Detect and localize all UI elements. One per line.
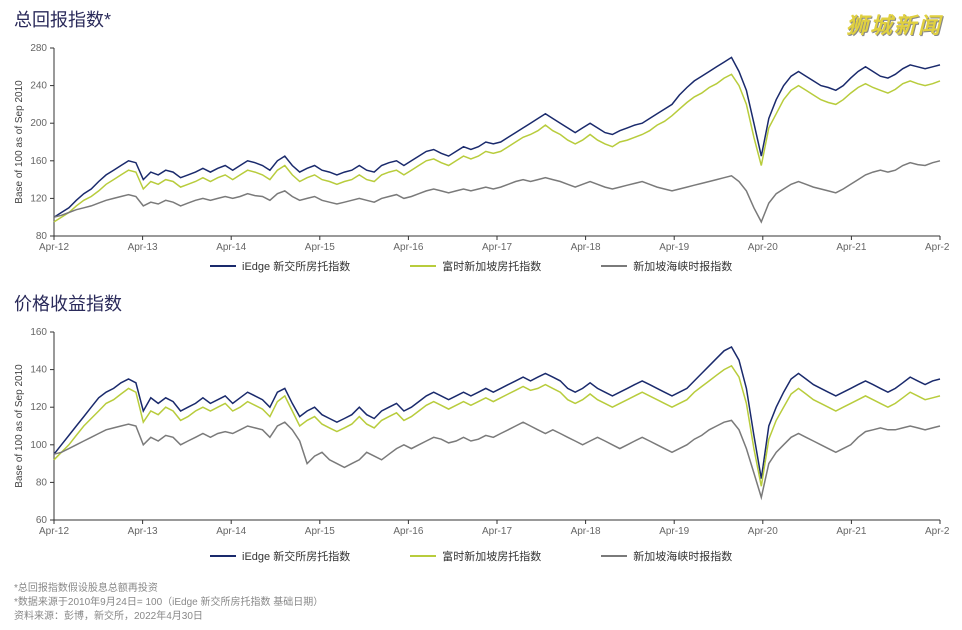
svg-text:Apr-15: Apr-15 — [305, 526, 335, 537]
svg-text:Apr-18: Apr-18 — [571, 242, 601, 253]
svg-text:Apr-17: Apr-17 — [482, 526, 512, 537]
svg-text:Apr-13: Apr-13 — [128, 242, 158, 253]
legend-swatch-2b — [410, 555, 436, 558]
footnotes: *总回报指数假设股息总额再投资 *数据来源于2010年9月24日= 100（iE… — [14, 582, 323, 624]
chart1-svg: 80 120 160 200 240 280 Apr-12 Apr-13 Apr-14 Apr-1… — [10, 38, 950, 258]
svg-text:160: 160 — [30, 327, 47, 338]
svg-text:200: 200 — [30, 118, 47, 129]
chart2-title: 价格收益指数 — [14, 290, 122, 316]
svg-text:240: 240 — [30, 81, 47, 92]
svg-text:Apr-19: Apr-19 — [659, 242, 689, 253]
svg-text:80: 80 — [36, 231, 48, 242]
legend-label-1: iEdge 新交所房托指数 — [242, 258, 350, 274]
legend-label-3b: 新加坡海峡时报指数 — [633, 548, 732, 564]
legend-item-2: 富时新加坡房托指数 — [410, 258, 541, 274]
chart1-title: 总回报指数* — [14, 6, 111, 32]
svg-text:120: 120 — [30, 402, 47, 413]
svg-text:120: 120 — [30, 193, 47, 204]
svg-text:140: 140 — [30, 365, 47, 376]
svg-text:Apr-13: Apr-13 — [128, 526, 158, 537]
chart2-svg: 60 80 100 120 140 160 Apr-12 Apr-13 Apr-14 Apr-15… — [10, 322, 950, 542]
svg-text:80: 80 — [36, 477, 48, 488]
svg-text:Apr-17: Apr-17 — [482, 242, 512, 253]
legend-item-1b: iEdge 新交所房托指数 — [210, 548, 350, 564]
watermark-text: 狮城新闻 — [846, 8, 942, 40]
chart1-container: 80 120 160 200 240 280 Apr-12 Apr-13 Apr-14 Apr-1… — [10, 38, 950, 258]
svg-text:160: 160 — [30, 156, 47, 167]
svg-text:Apr-21: Apr-21 — [836, 526, 866, 537]
footnote-line-2: *数据来源于2010年9月24日= 100（iEdge 新交所房托指数 基础日期… — [14, 596, 323, 610]
legend-item-1: iEdge 新交所房托指数 — [210, 258, 350, 274]
svg-text:Base of 100 as of Sep 2010: Base of 100 as of Sep 2010 — [14, 80, 25, 204]
legend-swatch-2 — [410, 265, 436, 268]
legend-item-2b: 富时新加坡房托指数 — [410, 548, 541, 564]
svg-text:Apr-14: Apr-14 — [216, 526, 246, 537]
svg-text:Apr-14: Apr-14 — [216, 242, 246, 253]
svg-text:Apr-18: Apr-18 — [571, 526, 601, 537]
svg-text:Base of 100 as of Sep 2010: Base of 100 as of Sep 2010 — [14, 364, 25, 488]
chart1-legend: iEdge 新交所房托指数 富时新加坡房托指数 新加坡海峡时报指数 — [210, 258, 732, 274]
legend-label-2: 富时新加坡房托指数 — [442, 258, 541, 274]
svg-text:Apr-15: Apr-15 — [305, 242, 335, 253]
footnote-line-1: *总回报指数假设股息总额再投资 — [14, 582, 323, 596]
svg-text:Apr-19: Apr-19 — [659, 526, 689, 537]
legend-swatch-3b — [601, 555, 627, 558]
legend-item-3: 新加坡海峡时报指数 — [601, 258, 732, 274]
svg-text:Apr-21: Apr-21 — [836, 242, 866, 253]
svg-text:60: 60 — [36, 515, 48, 526]
svg-text:Apr-12: Apr-12 — [39, 242, 69, 253]
footnote-line-3: 资料来源：彭博，新交所，2022年4月30日 — [14, 610, 323, 624]
legend-label-2b: 富时新加坡房托指数 — [442, 548, 541, 564]
svg-text:Apr-12: Apr-12 — [39, 526, 69, 537]
svg-text:100: 100 — [30, 440, 47, 451]
legend-swatch-1 — [210, 265, 236, 268]
legend-label-3: 新加坡海峡时报指数 — [633, 258, 732, 274]
svg-text:Apr-20: Apr-20 — [748, 526, 778, 537]
chart2-legend: iEdge 新交所房托指数 富时新加坡房托指数 新加坡海峡时报指数 — [210, 548, 732, 564]
chart2-container: 60 80 100 120 140 160 Apr-12 Apr-13 Apr-14 Apr-15… — [10, 322, 950, 542]
svg-text:280: 280 — [30, 43, 47, 54]
legend-item-3b: 新加坡海峡时报指数 — [601, 548, 732, 564]
svg-text:Apr-16: Apr-16 — [393, 242, 423, 253]
svg-text:Apr-22: Apr-22 — [925, 242, 950, 253]
svg-text:Apr-16: Apr-16 — [393, 526, 423, 537]
svg-text:Apr-20: Apr-20 — [748, 242, 778, 253]
legend-swatch-1b — [210, 555, 236, 558]
legend-swatch-3 — [601, 265, 627, 268]
svg-text:Apr-22: Apr-22 — [925, 526, 950, 537]
legend-label-1b: iEdge 新交所房托指数 — [242, 548, 350, 564]
